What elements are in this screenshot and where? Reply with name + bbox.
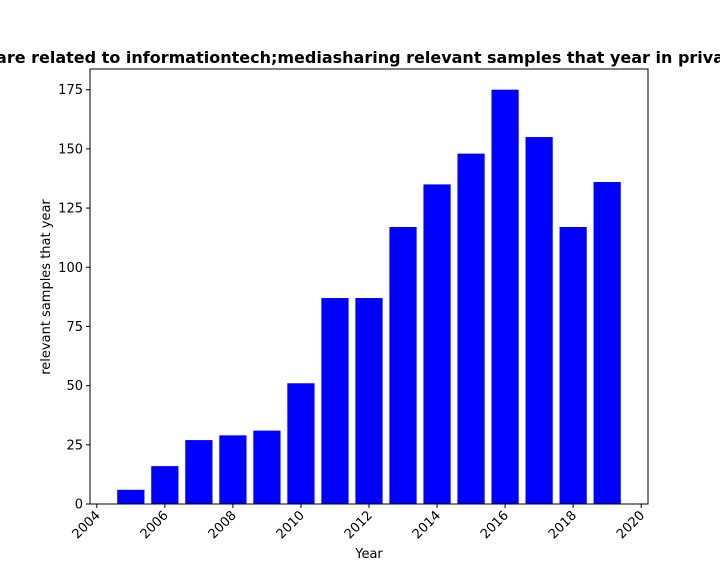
bar-2008 [219, 435, 247, 504]
y-tick-label-150: 150 [58, 142, 83, 157]
bar-2015 [457, 153, 485, 504]
bar-2019 [593, 182, 621, 505]
y-tick-label-100: 100 [58, 261, 83, 276]
bar-2011 [321, 298, 349, 504]
chart-title: are related to informationtech;mediashar… [0, 48, 720, 67]
x-tick-label-2006: 2006 [138, 508, 172, 542]
x-tick-label-2004: 2004 [70, 508, 104, 542]
y-tick-label-0: 0 [75, 498, 83, 513]
bar-2005 [117, 489, 145, 504]
bar-2017 [525, 137, 553, 504]
y-axis: 0 25 50 75 100 125 150 175 [58, 83, 90, 513]
y-tick-label-75: 75 [66, 320, 83, 335]
x-tick-label-2010: 2010 [274, 508, 308, 542]
x-tick-label-2008: 2008 [206, 508, 240, 542]
bar-2010 [287, 383, 315, 504]
y-axis-label: relevant samples that year [39, 199, 54, 375]
bar-2018 [559, 227, 587, 504]
y-tick-label-125: 125 [58, 202, 83, 217]
y-tick-label-25: 25 [66, 438, 83, 453]
bar-2014 [423, 184, 451, 504]
y-tick-label-50: 50 [66, 379, 83, 394]
x-tick-label-2016: 2016 [478, 508, 512, 542]
bar-2007 [185, 440, 213, 504]
bar-2009 [253, 430, 281, 504]
x-tick-label-2018: 2018 [546, 508, 580, 542]
x-axis-label: Year [354, 547, 383, 562]
x-axis: 2004 2006 2008 2010 2012 2014 2016 2018 2020 [70, 504, 648, 542]
y-tick-label-175: 175 [58, 83, 83, 98]
bar-2006 [151, 466, 179, 504]
x-tick-label-2014: 2014 [410, 508, 444, 542]
bar-2013 [389, 227, 417, 504]
x-tick-label-2012: 2012 [342, 508, 376, 542]
x-tick-label-2020: 2020 [614, 508, 648, 542]
bar-2016 [491, 89, 519, 505]
bars-group [117, 89, 621, 505]
bar-2012 [355, 298, 383, 504]
